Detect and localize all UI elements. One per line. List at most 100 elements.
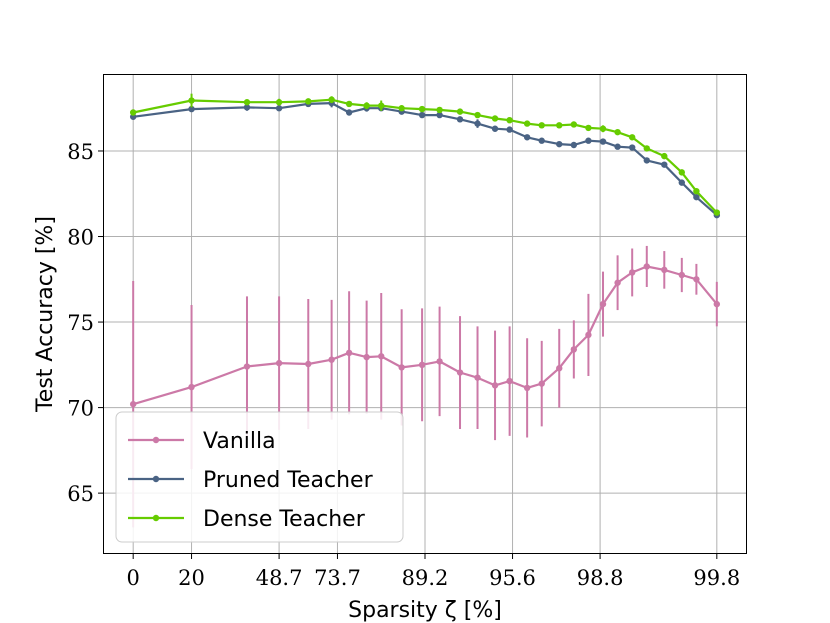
x-tick-label: 0 bbox=[126, 566, 139, 590]
data-point-vanilla bbox=[661, 266, 668, 274]
data-point-pruned-teacher bbox=[628, 144, 636, 151]
legend-marker-dense-teacher bbox=[152, 514, 160, 522]
data-point-vanilla bbox=[474, 374, 481, 381]
data-point-dense-teacher bbox=[275, 99, 283, 106]
data-point-pruned-teacher bbox=[436, 111, 443, 119]
data-point-dense-teacher bbox=[436, 106, 443, 114]
data-point-vanilla bbox=[398, 364, 405, 371]
data-point-dense-teacher bbox=[538, 122, 545, 129]
x-tick-label: 89.2 bbox=[402, 566, 449, 590]
x-tick-label: 20 bbox=[178, 566, 205, 590]
data-point-dense-teacher bbox=[614, 128, 621, 136]
data-point-vanilla bbox=[345, 349, 353, 357]
data-point-pruned-teacher bbox=[599, 138, 607, 145]
data-point-pruned-teacher bbox=[643, 157, 650, 164]
legend-label-pruned-teacher: Pruned Teacher bbox=[203, 468, 374, 493]
data-point-vanilla bbox=[585, 331, 592, 339]
data-point-dense-teacher bbox=[599, 125, 607, 132]
ticks: 0 20 48.7 73.7 89.2 95.6 98.8 99.8 65 70 75 80 85 bbox=[67, 140, 740, 590]
data-point-dense-teacher bbox=[661, 152, 668, 160]
legend: Vanilla Pruned Teacher Dense Teacher bbox=[115, 411, 404, 543]
data-point-dense-teacher bbox=[628, 134, 636, 141]
data-point-dense-teacher bbox=[643, 145, 650, 152]
y-tick-label: 65 bbox=[67, 482, 94, 506]
data-point-pruned-teacher bbox=[275, 105, 283, 112]
data-point-vanilla bbox=[456, 369, 464, 376]
data-point-dense-teacher bbox=[328, 96, 335, 103]
y-tick-label: 85 bbox=[67, 140, 94, 164]
data-point-vanilla bbox=[363, 353, 370, 361]
data-point-vanilla bbox=[628, 269, 636, 276]
data-point-dense-teacher bbox=[678, 169, 685, 176]
data-point-vanilla bbox=[275, 359, 283, 367]
legend-label-vanilla: Vanilla bbox=[203, 429, 276, 454]
data-point-vanilla bbox=[328, 356, 335, 363]
data-point-dense-teacher bbox=[363, 102, 370, 109]
data-point-pruned-teacher bbox=[661, 161, 668, 168]
data-point-vanilla bbox=[129, 400, 137, 408]
data-point-pruned-teacher bbox=[491, 125, 499, 132]
data-point-vanilla bbox=[188, 383, 195, 391]
data-point-vanilla bbox=[523, 384, 531, 392]
data-point-vanilla bbox=[378, 353, 385, 360]
data-point-pruned-teacher bbox=[538, 137, 545, 144]
data-point-pruned-teacher bbox=[418, 111, 426, 119]
data-point-pruned-teacher bbox=[456, 116, 464, 123]
data-point-pruned-teacher bbox=[523, 134, 531, 141]
data-point-pruned-teacher bbox=[556, 140, 563, 148]
legend-marker-vanilla bbox=[152, 436, 160, 444]
legend-marker-pruned-teacher bbox=[152, 475, 160, 483]
x-tick-label: 48.7 bbox=[256, 566, 303, 590]
data-point-pruned-teacher bbox=[474, 120, 481, 127]
data-point-vanilla bbox=[491, 382, 499, 389]
data-point-dense-teacher bbox=[129, 109, 137, 116]
data-point-dense-teacher bbox=[474, 111, 481, 119]
x-tick-label: 95.6 bbox=[489, 566, 536, 590]
data-point-pruned-teacher bbox=[585, 137, 592, 144]
data-point-pruned-teacher bbox=[693, 193, 700, 201]
y-tick-label: 80 bbox=[67, 226, 94, 250]
series-layer bbox=[129, 93, 721, 528]
x-tick-label: 99.8 bbox=[693, 566, 740, 590]
series-vanilla bbox=[129, 245, 721, 528]
data-point-dense-teacher bbox=[305, 98, 312, 105]
data-point-vanilla bbox=[556, 365, 563, 372]
data-point-dense-teacher bbox=[693, 187, 700, 195]
legend-label-dense-teacher: Dense Teacher bbox=[203, 507, 366, 532]
data-point-vanilla bbox=[678, 271, 685, 279]
data-point-dense-teacher bbox=[188, 97, 195, 104]
data-point-dense-teacher bbox=[713, 209, 721, 216]
data-point-dense-teacher bbox=[456, 108, 464, 115]
data-point-dense-teacher bbox=[523, 120, 531, 127]
data-point-dense-teacher bbox=[556, 122, 563, 129]
data-point-dense-teacher bbox=[345, 100, 353, 108]
data-point-pruned-teacher bbox=[345, 109, 353, 116]
data-point-dense-teacher bbox=[398, 105, 405, 112]
data-point-vanilla bbox=[713, 300, 721, 308]
data-point-dense-teacher bbox=[585, 124, 592, 132]
data-point-pruned-teacher bbox=[614, 143, 621, 150]
data-point-vanilla bbox=[506, 377, 513, 385]
x-tick-label: 98.8 bbox=[577, 566, 624, 590]
data-point-pruned-teacher bbox=[570, 141, 578, 149]
y-tick-label: 70 bbox=[67, 397, 94, 421]
data-point-vanilla bbox=[570, 346, 578, 353]
series-dense-teacher bbox=[129, 93, 721, 216]
data-point-vanilla bbox=[538, 380, 545, 387]
legend-box bbox=[115, 411, 404, 543]
data-point-pruned-teacher bbox=[678, 179, 685, 186]
data-point-pruned-teacher bbox=[243, 104, 251, 111]
x-axis-label: Sparsity ζ [%] bbox=[348, 598, 502, 623]
data-point-dense-teacher bbox=[570, 121, 578, 128]
data-point-pruned-teacher bbox=[506, 126, 513, 133]
data-point-vanilla bbox=[305, 360, 312, 368]
data-point-vanilla bbox=[643, 263, 650, 270]
data-point-dense-teacher bbox=[506, 116, 513, 124]
data-point-dense-teacher bbox=[378, 102, 385, 109]
data-point-vanilla bbox=[418, 361, 426, 369]
x-tick-label: 73.7 bbox=[314, 566, 361, 590]
data-point-vanilla bbox=[436, 358, 443, 365]
data-point-dense-teacher bbox=[491, 115, 499, 122]
y-axis-label: Test Accuracy [%] bbox=[33, 216, 58, 413]
